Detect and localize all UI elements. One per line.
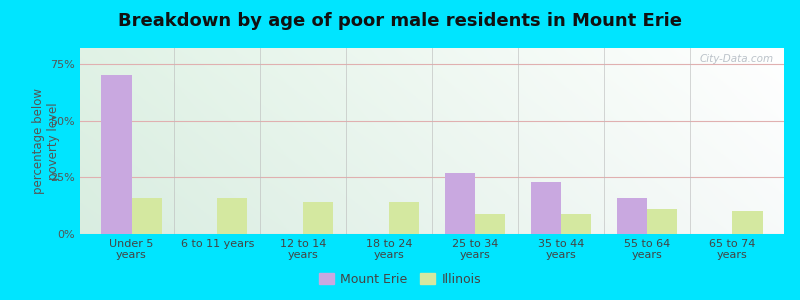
Bar — [102, 75, 131, 234]
Bar — [131, 198, 162, 234]
Bar — [530, 182, 561, 234]
Y-axis label: percentage below
poverty level: percentage below poverty level — [32, 88, 60, 194]
Bar — [646, 209, 677, 234]
Bar — [475, 214, 505, 234]
Legend: Mount Erie, Illinois: Mount Erie, Illinois — [314, 268, 486, 291]
Bar — [303, 202, 334, 234]
Bar — [218, 198, 247, 234]
Bar — [561, 214, 591, 234]
Text: Breakdown by age of poor male residents in Mount Erie: Breakdown by age of poor male residents … — [118, 12, 682, 30]
Bar — [445, 173, 475, 234]
Text: City-Data.com: City-Data.com — [699, 54, 774, 64]
Bar — [733, 211, 762, 234]
Bar — [617, 198, 646, 234]
Bar — [389, 202, 419, 234]
